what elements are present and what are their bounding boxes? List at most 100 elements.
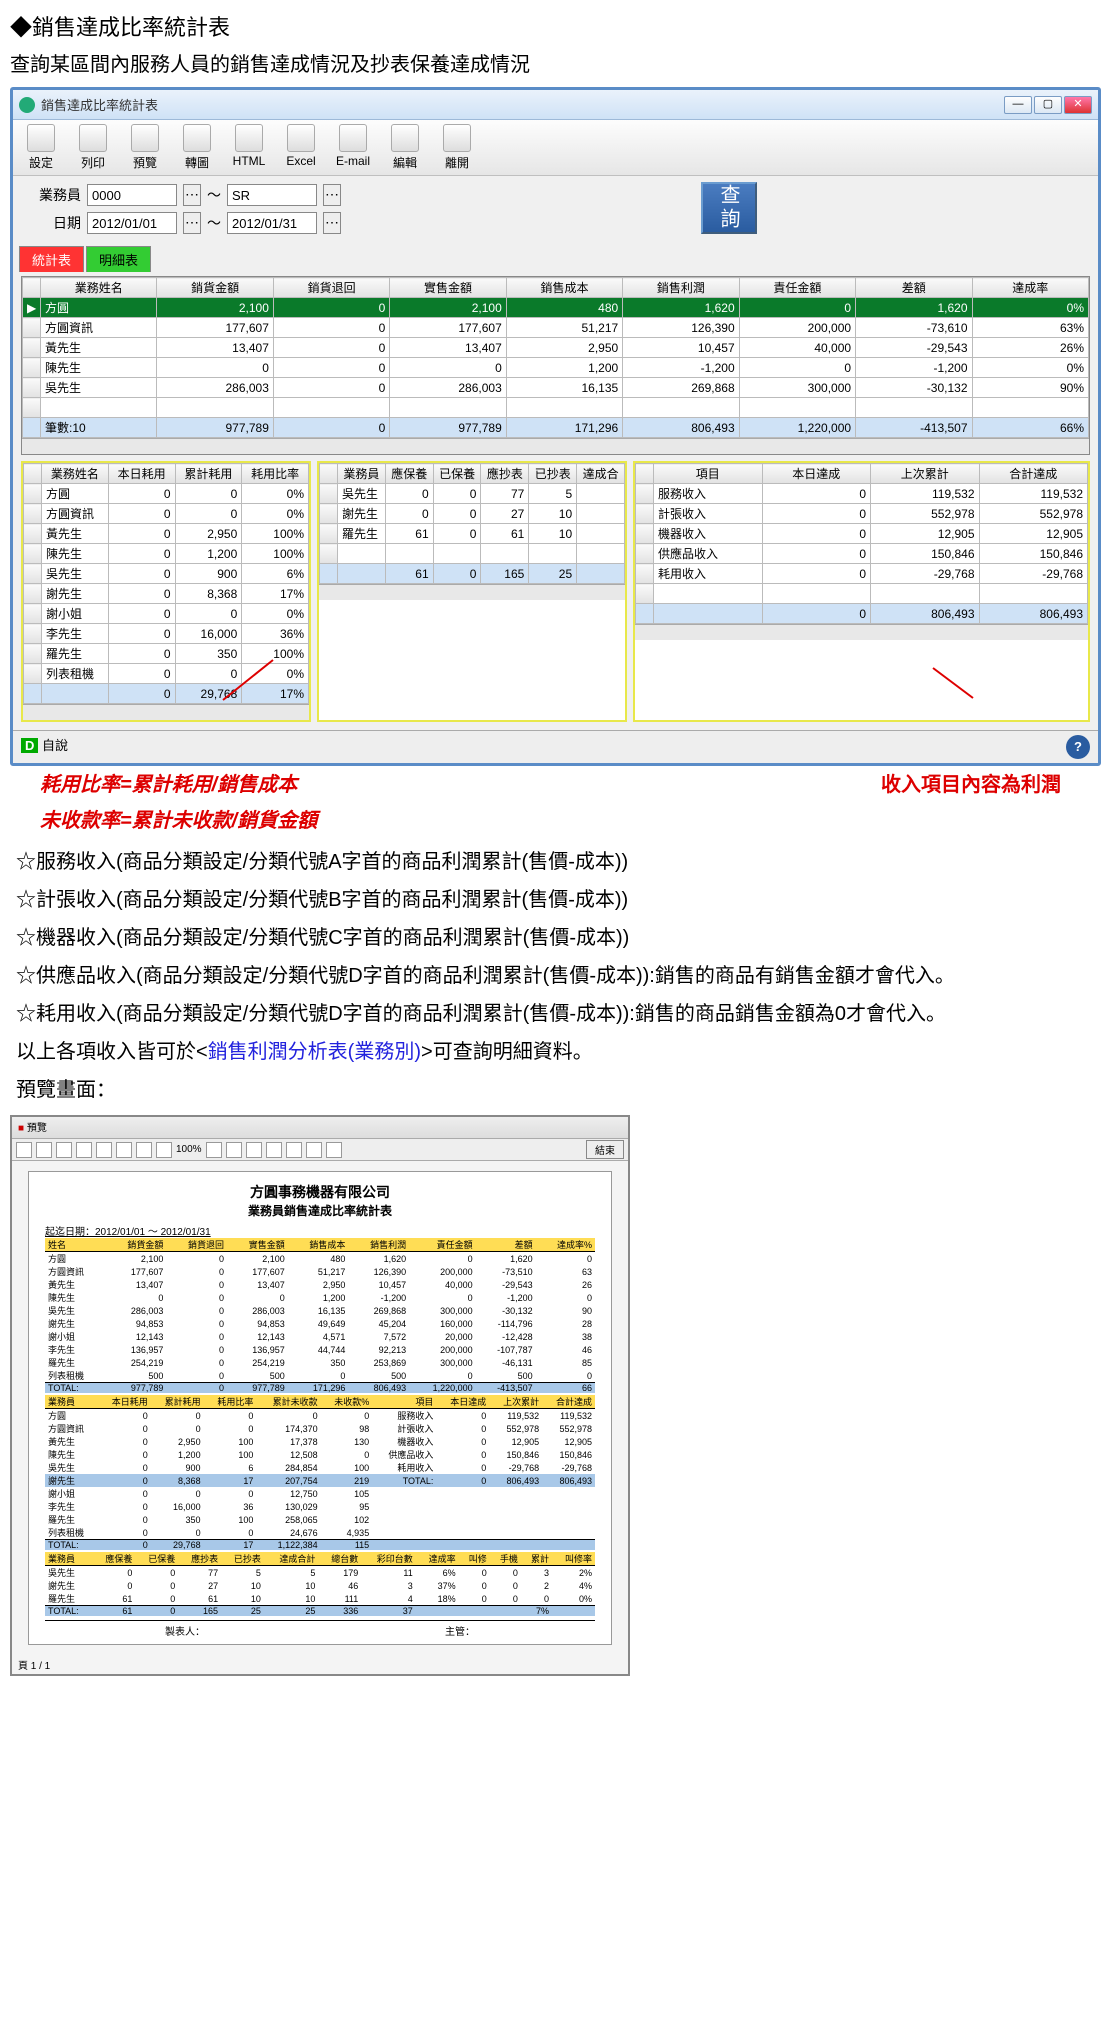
table-row[interactable]: 機器收入012,90512,905 [636,524,1088,544]
table-row[interactable]: 服務收入0119,532119,532 [636,484,1088,504]
table-row[interactable]: 羅先生6106110 [320,524,625,544]
table-row[interactable]: 羅先生0350100% [24,644,309,664]
date-to-input[interactable] [227,212,317,234]
sales-from-input[interactable] [87,184,177,206]
tab-detail[interactable]: 明細表 [86,246,151,272]
preview-titlebar: ■ 預覽 [12,1117,628,1139]
main-window: 銷售達成比率統計表 — ▢ ✕ 設定列印預覽轉圖HTMLExcelE-mail編… [10,87,1101,766]
table-row[interactable]: ▶方圓2,10002,1004801,62001,6200% [23,298,1089,318]
pv-btn[interactable] [156,1142,172,1158]
maint-hscroll[interactable] [319,584,625,600]
toolbar-HTML[interactable]: HTML [227,124,271,171]
date-label: 日期 [31,213,81,233]
total-row: 029,76817% [24,684,309,704]
pv-btn[interactable] [326,1142,342,1158]
main-grid[interactable]: 業務姓名銷貨金額銷貨退回實售金額銷售成本銷售利潤責任金額差額達成率▶方圓2,10… [21,276,1090,455]
pv-btn[interactable] [16,1142,32,1158]
table-row[interactable]: 陳先生01,200100% [24,544,309,564]
toolbar-離開[interactable]: 離開 [435,124,479,171]
explain-consume: ☆耗用收入(商品分類設定/分類代號D字首的商品利潤累計(售價-成本)):銷售的商… [16,995,1095,1033]
total-row: 61016525 [320,564,625,584]
maximize-button[interactable]: ▢ [1034,96,1062,114]
table-row[interactable]: 陳先生0001,200-1,2000-1,2000% [23,358,1089,378]
table-row[interactable]: 吳先生286,0030286,00316,135269,868300,000-3… [23,378,1089,398]
toolbar-轉圖[interactable]: 轉圖 [175,124,219,171]
pv-range-label: 起迄日期： [45,1227,95,1238]
preview-label: 預覽畫面： [16,1071,1095,1109]
income-hscroll[interactable] [635,624,1088,640]
minimize-button[interactable]: — [1004,96,1032,114]
profit-analysis-link[interactable]: 銷售利潤分析表(業務別) [208,1041,421,1063]
explain-l6c: >可查詢明細資料。 [421,1041,593,1063]
tilde: ～ [207,213,221,233]
table-row[interactable]: 謝先生08,36817% [24,584,309,604]
toolbar-列印[interactable]: 列印 [71,124,115,171]
explain-supply: ☆供應品收入(商品分類設定/分類代號D字首的商品利潤累計(售價-成本)):銷售的… [16,957,1095,995]
pv-btn[interactable] [76,1142,92,1158]
toolbar: 設定列印預覽轉圖HTMLExcelE-mail編輯離開 [13,120,1098,176]
table-row[interactable]: 列表租機000% [24,664,309,684]
toolbar-Excel[interactable]: Excel [279,124,323,171]
preview-title: 預覽 [27,1123,47,1134]
status-text: 自說 [42,738,68,753]
toolbar-E-mail[interactable]: E-mail [331,124,375,171]
titlebar: 銷售達成比率統計表 — ▢ ✕ [13,90,1098,120]
doc-title: ◆銷售達成比率統計表 [10,10,1101,42]
table-row[interactable]: 方圓000% [24,484,309,504]
explain-service: ☆服務收入(商品分類設定/分類代號A字首的商品利潤累計(售價-成本)) [16,843,1095,881]
date-from-input[interactable] [87,212,177,234]
pv-btn[interactable] [306,1142,322,1158]
maint-grid[interactable]: 業務員應保養已保養應抄表已抄表達成合吳先生00775謝先生002710羅先生61… [319,463,625,600]
window-title: 銷售達成比率統計表 [41,95,1004,114]
doc-subtitle: 查詢某區間內服務人員的銷售達成情況及抄表保養達成情況 [10,48,1101,77]
pv-btn[interactable] [206,1142,222,1158]
pv-btn[interactable] [286,1142,302,1158]
sales-from-picker[interactable]: ⋯ [183,184,201,206]
table-row[interactable]: 謝先生002710 [320,504,625,524]
main-grid-hscroll[interactable] [22,438,1089,454]
explain-l6a: 以上各項收入皆可於< [16,1041,208,1063]
tilde: ～ [207,185,221,205]
toolbar-設定[interactable]: 設定 [19,124,63,171]
pv-btn[interactable] [36,1142,52,1158]
explain-link-line: 以上各項收入皆可於<銷售利潤分析表(業務別)>可查詢明細資料。 [16,1033,1095,1071]
pv-btn[interactable] [56,1142,72,1158]
sales-label: 業務員 [31,185,81,205]
table-row[interactable]: 方圓資訊177,6070177,60751,217126,390200,000-… [23,318,1089,338]
pv-btn[interactable] [266,1142,282,1158]
toolbar-預覽[interactable]: 預覽 [123,124,167,171]
pv-btn[interactable] [136,1142,152,1158]
sales-to-input[interactable] [227,184,317,206]
explain-machine: ☆機器收入(商品分類設定/分類代號C字首的商品利潤累計(售價-成本)) [16,919,1095,957]
income-grid[interactable]: 項目本日達成上次累計合計達成服務收入0119,532119,532計張收入055… [635,463,1088,640]
table-row[interactable]: 吳先生00775 [320,484,625,504]
pv-range: 2012/01/01 ～ 2012/01/31 [95,1227,211,1238]
usage-grid[interactable]: 業務姓名本日耗用累計耗用耗用比率方圓000%方圓資訊000%黃先生02,9501… [23,463,309,720]
help-icon[interactable]: ? [1066,735,1090,759]
table-row[interactable]: 耗用收入0-29,768-29,768 [636,564,1088,584]
date-from-picker[interactable]: ⋯ [183,212,201,234]
pv-zoom: 100% [176,1144,202,1155]
pv-btn[interactable] [226,1142,242,1158]
usage-hscroll[interactable] [23,704,309,720]
pv-btn[interactable] [96,1142,112,1158]
pv-btn[interactable] [246,1142,262,1158]
toolbar-編輯[interactable]: 編輯 [383,124,427,171]
pv-btn[interactable] [116,1142,132,1158]
table-row[interactable]: 李先生016,00036% [24,624,309,644]
explain-meter: ☆計張收入(商品分類設定/分類代號B字首的商品利潤累計(售價-成本)) [16,881,1095,919]
date-to-picker[interactable]: ⋯ [323,212,341,234]
query-button[interactable]: 查詢 [701,182,757,234]
table-row[interactable]: 黃先生02,950100% [24,524,309,544]
table-row[interactable]: 計張收入0552,978552,978 [636,504,1088,524]
close-button[interactable]: ✕ [1064,96,1092,114]
table-row[interactable]: 方圓資訊000% [24,504,309,524]
table-row[interactable]: 黃先生13,407013,4072,95010,45740,000-29,543… [23,338,1089,358]
preview-window: ■ 預覽 100% 結束 方圓事務機器有限公司 業務員銷售達成比率統計表 起迄日… [10,1115,630,1676]
pv-end-button[interactable]: 結束 [586,1140,624,1159]
table-row[interactable]: 吳先生09006% [24,564,309,584]
table-row[interactable]: 謝小姐000% [24,604,309,624]
tab-statistics[interactable]: 統計表 [19,246,84,272]
table-row[interactable]: 供應品收入0150,846150,846 [636,544,1088,564]
sales-to-picker[interactable]: ⋯ [323,184,341,206]
